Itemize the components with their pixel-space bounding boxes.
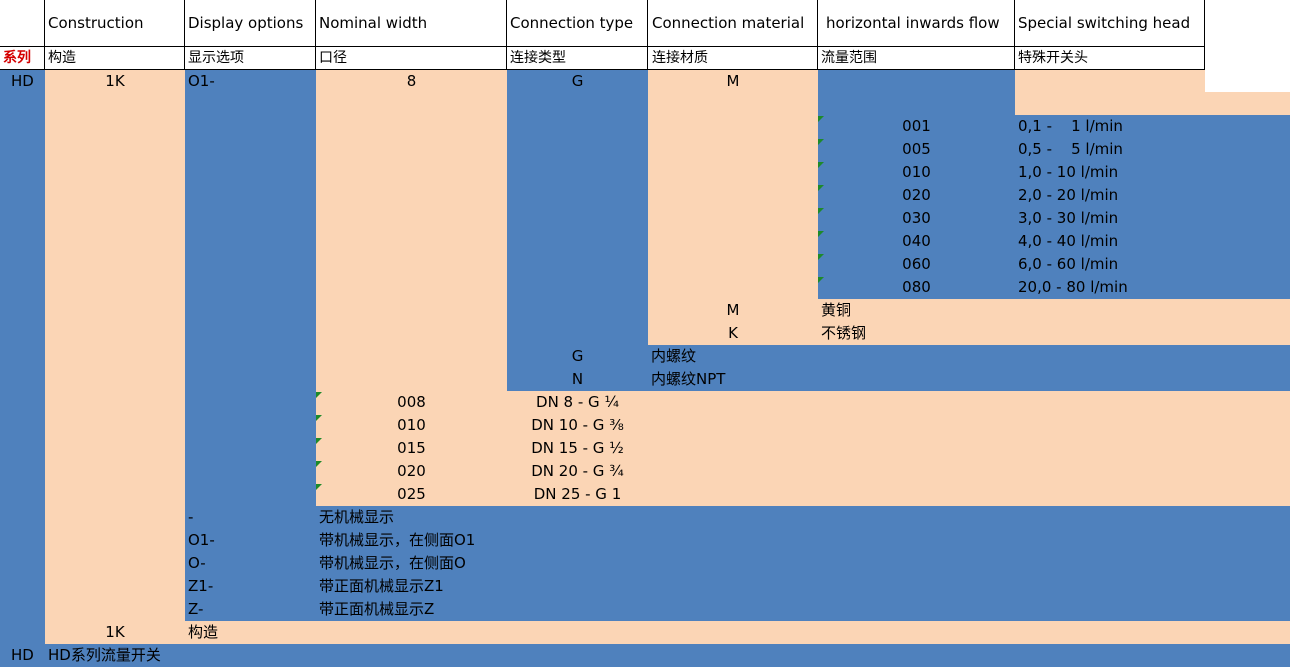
header-nominal-width: Nominal width [316,0,507,46]
flow-range: 1,0 - 10 l/min [1018,163,1119,181]
conn-type-code: G [571,347,584,365]
model-display: O1- [188,72,215,90]
series-column [0,70,45,645]
conn-type-code: N [571,370,584,388]
conn-type-block [648,345,1290,391]
nominal-desc: DN 25 - G 1 [533,485,622,503]
display-code: - [188,508,194,526]
header-display-options: Display options [185,0,316,46]
cell-marker-icon [316,392,322,398]
nominal-code: 025 [397,485,426,503]
flow-range: 20,0 - 80 l/min [1018,278,1128,296]
conn-type-desc: 内螺纹NPT [651,370,726,388]
cell-marker-icon [818,116,824,122]
nominal-desc: DN 20 - G ¾ [531,462,624,480]
material-code: K [728,324,738,342]
conn-type-desc: 内螺纹 [651,347,697,365]
cell-marker-icon [818,208,824,214]
flow-range: 3,0 - 30 l/min [1018,209,1119,227]
cell-marker-icon [818,277,824,283]
cell-marker-icon [316,438,322,444]
nominal-desc: DN 10 - G ⅜ [531,416,624,434]
header-construction: Construction [45,0,185,46]
flow-code: 030 [902,209,931,227]
flow-range: 6,0 - 60 l/min [1018,255,1119,273]
flow-range-block [1015,115,1290,299]
display-desc: 带正面机械显示Z1 [319,577,444,595]
cell-marker-icon [316,461,322,467]
header-connection-type: Connection type [507,0,648,46]
nominal-desc: DN 15 - G ½ [531,439,624,457]
material-block [818,299,1290,345]
header-blank [0,0,45,46]
switch-head-cell [1015,70,1205,92]
flow-column [818,70,1015,299]
model-conn-type: G [571,72,584,90]
cell-marker-icon [818,231,824,237]
subheader-conn-material: 连接材质 [648,47,818,69]
display-column [185,70,316,621]
cell-marker-icon [316,415,322,421]
subheader-series: 系列 [0,47,45,69]
subheader-nominal: 口径 [316,47,507,69]
display-code: O- [188,554,206,572]
series-code: HD [11,646,34,664]
display-desc: 带机械显示，在侧面O [319,554,466,572]
subheader-display: 显示选项 [185,47,316,69]
flow-code: 010 [902,163,931,181]
model-series: HD [11,72,34,90]
model-construction: 1K [105,72,125,90]
cell-marker-icon [818,139,824,145]
flow-code: 040 [902,232,931,250]
display-desc: 无机械显示 [319,508,395,526]
construction-desc: 构造 [188,623,219,641]
material-desc: 不锈钢 [821,324,867,342]
construction-column [45,70,185,644]
subheader-construction: 构造 [45,47,185,69]
display-code: Z- [188,600,204,618]
flow-code: 001 [902,117,931,135]
cell-marker-icon [316,484,322,490]
construction-code: 1K [105,623,125,641]
switch-head-spacer [1015,92,1290,115]
flow-code: 005 [902,140,931,158]
nominal-code: 020 [397,462,426,480]
nominal-code: 010 [397,416,426,434]
header-connection-material: Connection material [648,0,818,46]
cell-marker-icon [818,162,824,168]
material-desc: 黄铜 [821,301,852,319]
flow-code: 060 [902,255,931,273]
flow-range: 0,5 - 5 l/min [1018,140,1123,158]
flow-range: 0,1 - 1 l/min [1018,117,1123,135]
subheader-conn-type: 连接类型 [507,47,648,69]
subheader-switch-head: 特殊开关头 [1015,47,1205,69]
material-code: M [726,301,740,319]
cell-marker-icon [818,254,824,260]
subheader-flow-range: 流量范围 [818,47,1015,69]
header-flow: horizontal inwards flow [818,0,1015,46]
flow-range: 4,0 - 40 l/min [1018,232,1119,250]
series-block [0,644,1290,667]
flow-code: 080 [902,278,931,296]
nominal-column [316,70,507,506]
display-block [316,506,1290,621]
nominal-code: 015 [397,439,426,457]
construction-block [185,621,1290,644]
flow-range: 2,0 - 20 l/min [1018,186,1119,204]
flow-code: 020 [902,186,931,204]
nominal-desc: DN 8 - G ¼ [536,393,619,411]
display-code: Z1- [188,577,214,595]
model-conn-material: M [726,72,740,90]
series-desc: HD系列流量开关 [48,646,161,664]
cell-marker-icon [818,185,824,191]
conn-type-column [507,70,648,391]
display-code: O1- [188,531,215,549]
model-nominal: 8 [406,72,417,90]
nominal-code: 008 [397,393,426,411]
conn-material-column [648,70,818,345]
display-desc: 带机械显示，在侧面O1 [319,531,476,549]
header-switching-head: Special switching head [1015,0,1205,46]
display-desc: 带正面机械显示Z [319,600,435,618]
nominal-block [507,391,1290,506]
